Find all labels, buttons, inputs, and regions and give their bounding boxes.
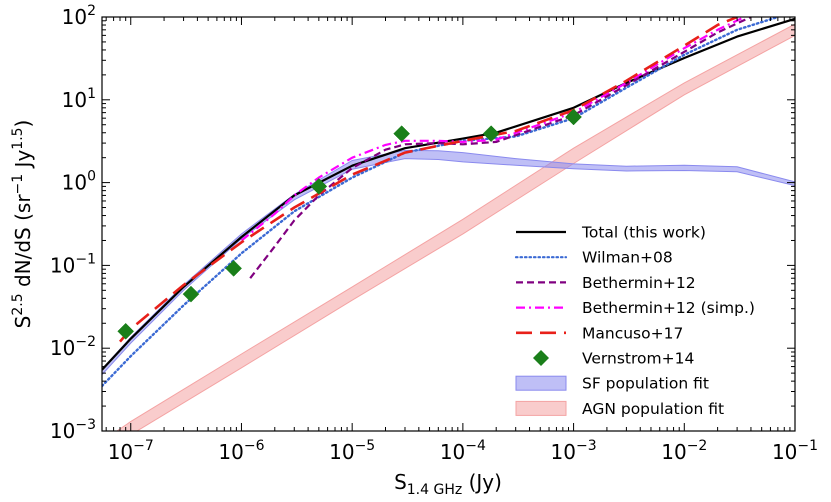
legend-entry: Bethermin+12 (simp.) bbox=[516, 299, 755, 317]
legend-swatch-patch bbox=[515, 375, 567, 391]
marker-group bbox=[117, 108, 582, 340]
y-tick-label: 10−2 bbox=[50, 334, 96, 360]
legend-label: Bethermin+12 (simp.) bbox=[582, 299, 755, 317]
legend-entry: Wilman+08 bbox=[514, 249, 673, 267]
series-line-bethermin-12-simp bbox=[240, 17, 745, 242]
legend-entry: Total (this work) bbox=[516, 224, 706, 242]
vernstrom-marker bbox=[482, 125, 500, 143]
x-tick-label: 10−3 bbox=[551, 438, 597, 464]
x-tick-label: 10−4 bbox=[440, 438, 486, 464]
band-group bbox=[102, 23, 795, 431]
vernstrom-marker bbox=[117, 322, 135, 340]
y-tick-label: 102 bbox=[62, 3, 96, 29]
y-tick-label: 10−3 bbox=[50, 417, 96, 443]
legend-label: Total (this work) bbox=[581, 224, 706, 242]
legend-label: Vernstrom+14 bbox=[582, 350, 694, 368]
legend-swatch-diamond bbox=[533, 350, 549, 366]
band-sf-population-fit bbox=[102, 149, 795, 376]
legend-label: SF population fit bbox=[582, 375, 709, 393]
x-tick-label: 10−7 bbox=[108, 438, 154, 464]
y-tick-label: 101 bbox=[62, 86, 96, 112]
x-tick-label: 10−6 bbox=[218, 438, 264, 464]
legend-label: Bethermin+12 bbox=[582, 274, 696, 292]
legend-entries: Total (this work) Wilman+08 Bethermin+12 Be… bbox=[514, 224, 755, 418]
vernstrom-marker bbox=[393, 125, 411, 143]
band-agn-population-fit bbox=[116, 23, 795, 431]
x-axis-title: S1.4 GHz (Jy) bbox=[394, 470, 502, 498]
legend-label: AGN population fit bbox=[582, 400, 724, 418]
legend-label: Wilman+08 bbox=[582, 249, 673, 267]
legend-entry: Bethermin+12 bbox=[516, 274, 696, 292]
vernstrom-marker bbox=[310, 178, 328, 195]
x-tick-label: 10−1 bbox=[772, 438, 818, 464]
legend-entry: AGN population fit bbox=[515, 400, 724, 418]
legend-swatch-patch bbox=[515, 400, 567, 416]
vernstrom-marker bbox=[225, 260, 242, 277]
x-tick-label: 10−2 bbox=[661, 438, 707, 464]
x-tick-label: 10−5 bbox=[329, 438, 375, 464]
legend-entry: Vernstrom+14 bbox=[533, 350, 694, 368]
x-axis-title-subscript: 1.4 GHz bbox=[407, 482, 462, 498]
plot-frame bbox=[101, 16, 796, 432]
legend-label: Mancuso+17 bbox=[582, 324, 683, 342]
series-line-mancuso-17 bbox=[119, 17, 738, 343]
vernstrom-marker bbox=[565, 108, 582, 126]
vernstrom-marker bbox=[182, 285, 200, 303]
legend-entry: SF population fit bbox=[515, 375, 709, 393]
legend-entry: Mancuso+17 bbox=[516, 324, 683, 342]
tick-group bbox=[102, 16, 796, 432]
y-tick-label: 10−1 bbox=[50, 251, 96, 277]
tick-label-group: 10−7 10−6 10−5 10−4 10−3 10−2 10−1 10−3 10−2 10−1… bbox=[50, 3, 818, 464]
series-line-bethermin-12 bbox=[249, 17, 752, 279]
y-tick-label: 100 bbox=[62, 169, 96, 195]
y-axis-title: S2.5 dN/dS (sr−1 Jy1.5) bbox=[10, 120, 35, 329]
legend: Total (this work) Wilman+08 Bethermin+12 Be… bbox=[508, 215, 755, 423]
